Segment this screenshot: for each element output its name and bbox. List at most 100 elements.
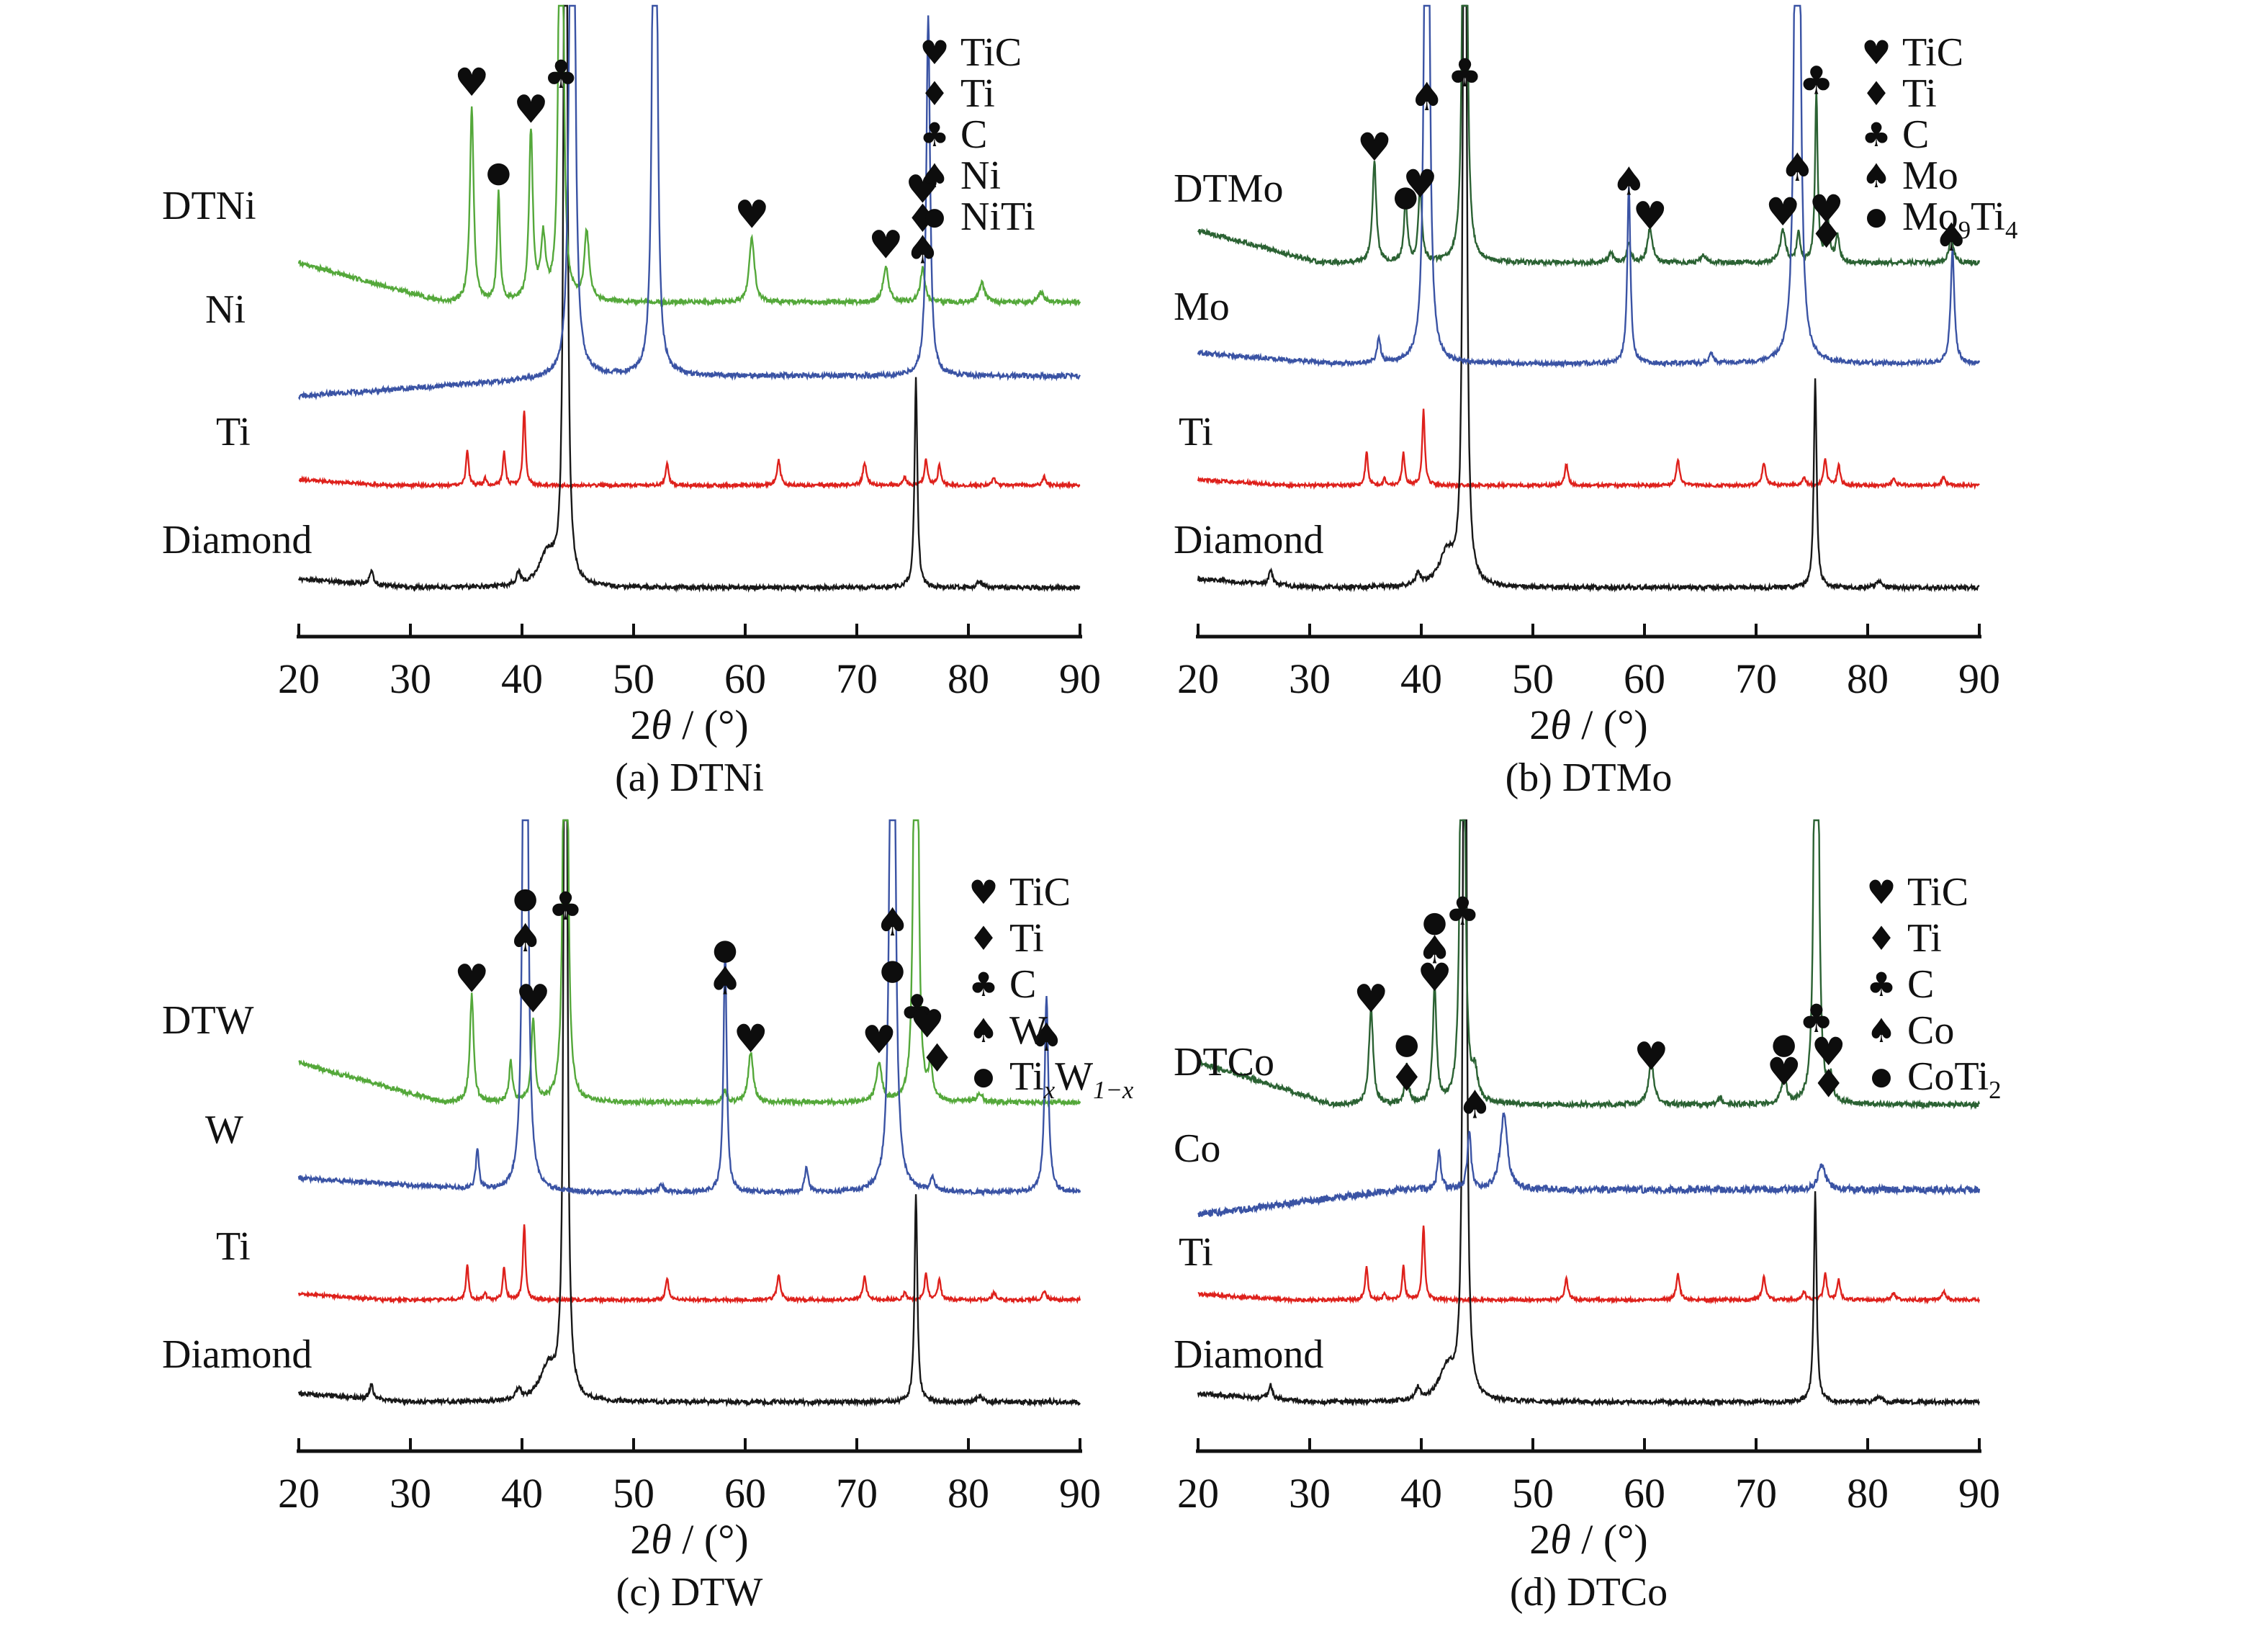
diamond-marker-icon: ♦ [905,196,940,241]
x-tick-label: 30 [390,1470,431,1517]
legend-label: Ni [960,153,1001,198]
legend-item: ♥ TiC [916,30,1035,75]
club-marker-icon: ♣ [1799,996,1833,1041]
diamond-icon: ♦ [919,73,950,113]
legend-item: ● Mo9Ti4 [1858,194,2018,244]
club-marker-icon: ♣ [1447,50,1482,96]
legend-label: Mo9Ti4 [1902,194,2018,244]
x-tick-label: 70 [836,655,878,702]
spade-marker-icon: ♠ [1457,1082,1492,1128]
x-tick-label: 50 [1512,1470,1554,1517]
panel-caption-a: (a) DTNi [615,755,764,800]
club-icon: ♣ [1861,115,1891,154]
trace-w [297,819,1081,1198]
club-marker-icon: ♣ [1799,58,1833,104]
legend-label: TixW1−x [1009,1054,1134,1105]
x-tick-label: 20 [278,1470,320,1517]
x-tick-label: 80 [948,1470,989,1517]
circle-marker-icon: ● [513,881,538,915]
legend-item: ♠ Mo [1858,153,2017,198]
legend-label: C [1907,962,1935,1007]
legend-label: NiTi [960,194,1035,239]
diamond-icon: ♦ [1861,73,1891,113]
plot-canvas-b: 20 30 40 50 60 70 80 90♥●♥♠♣♠♥ ♥♠♣♥♦ ♠ [1177,4,2000,702]
club-icon: ♣ [919,115,950,154]
club-icon: ♣ [968,965,999,1004]
x-tick-label: 80 [948,655,989,702]
trace-label-dtni: DTNi [162,184,256,228]
legend-label: Ti [960,71,995,116]
diamond-marker-icon: ♦ [1809,212,1843,257]
heart-marker-icon: ♥ [1633,193,1668,238]
legend-label: TiC [1009,870,1071,915]
legend-item: ♣ C [1858,112,2017,157]
legend-item: ♦ Ti [965,915,1133,961]
x-tick-label: 20 [278,655,320,702]
trace-diamond [297,4,1081,593]
x-tick-label: 50 [613,655,654,702]
panel-caption-d: (d) DTCo [1509,1570,1668,1615]
x-tick-label: 50 [1512,655,1554,702]
x-tick-label: 70 [1735,655,1777,702]
legend-item: ♠ Ni [916,153,1035,198]
legend-item: ♥ TiC [1858,30,2017,75]
legend-item: ● TixW1−x [965,1054,1134,1105]
trace-diamond [1197,819,1981,1408]
x-axis-title-c: 2θ / (°) [630,1516,749,1563]
legend-label: Mo [1902,153,1958,198]
heart-marker-icon: ♥ [1812,1029,1846,1074]
x-tick-label: 60 [724,655,766,702]
spade-marker-icon: ♠ [1780,145,1814,190]
legend-label: Ti [1009,916,1044,961]
x-tick-label: 90 [1958,1470,2000,1517]
heart-marker-icon: ♥ [513,87,548,133]
spade-marker-icon: ♠ [1934,215,1968,260]
spade-marker-icon: ♠ [1029,1015,1063,1060]
x-tick-label: 30 [390,655,431,702]
heart-icon: ♥ [1866,873,1896,912]
legend-a: ♥ TiC ♦ Ti ♣ C ♠ Ni ● NiTi [916,30,1035,239]
legend-d: ♥ TiC ♦ Ti ♣ C ♠ Co ● CoTi2 [1863,869,2002,1103]
x-tick-label: 70 [1735,1470,1777,1517]
spade-icon: ♠ [1866,1011,1896,1050]
heart-marker-icon: ♥ [1417,955,1452,1000]
heart-marker-icon: ♥ [905,167,940,212]
heart-icon: ♥ [919,32,950,72]
trace-label-ti-c: Ti [216,1224,251,1269]
x-tick-label: 90 [1958,655,2000,702]
plot-canvas-a: 20 30 40 50 60 70 80 90♥●♥♣♥♥♥♦♠ [278,4,1101,702]
x-tick-label: 60 [1624,1470,1665,1517]
legend-label: TiC [1907,870,1969,915]
legend-item: ♣ C [1863,961,2002,1008]
trace-ti [298,410,1081,490]
x-tick-label: 40 [1400,1470,1442,1517]
heart-marker-icon: ♥ [868,223,903,268]
legend-label: C [1902,112,1930,157]
legend-item: ● CoTi2 [1863,1054,2001,1103]
x-tick-label: 70 [836,1470,878,1517]
x-tick-label: 60 [724,1470,766,1517]
circle-icon: ● [973,1062,994,1091]
trace-label-dtw: DTW [162,998,254,1043]
x-tick-label: 90 [1059,1470,1101,1517]
diamond-marker-icon: ♦ [1390,1055,1424,1100]
x-axis-title-a: 2θ / (°) [630,701,749,748]
x-axis-title-d: 2θ / (°) [1529,1516,1648,1563]
trace-label-diamond-c: Diamond [162,1332,312,1377]
heart-marker-icon: ♥ [734,192,769,238]
spade-icon: ♠ [968,1011,999,1050]
legend-item: ● NiTi [916,194,1035,239]
plot-canvas-c: 20 30 40 50 60 70 80 90♥●♠♥♣●♠♥ ♥♠●♣♥♦ ♠ [278,819,1101,1517]
x-tick-label: 40 [501,655,543,702]
trace-co [1197,1112,1981,1218]
trace-label-ni: Ni [205,287,246,332]
diamond-icon: ♦ [1866,919,1896,958]
trace-label-co: Co [1174,1126,1221,1171]
panel-caption-b: (b) DTMo [1505,755,1673,800]
club-marker-icon: ♣ [548,884,582,929]
legend-label: Co [1907,1008,1955,1053]
trace-label-diamond-b: Diamond [1174,518,1324,562]
heart-marker-icon: ♥ [1634,1033,1668,1079]
legend-item: ♥ TiC [1863,869,2002,915]
